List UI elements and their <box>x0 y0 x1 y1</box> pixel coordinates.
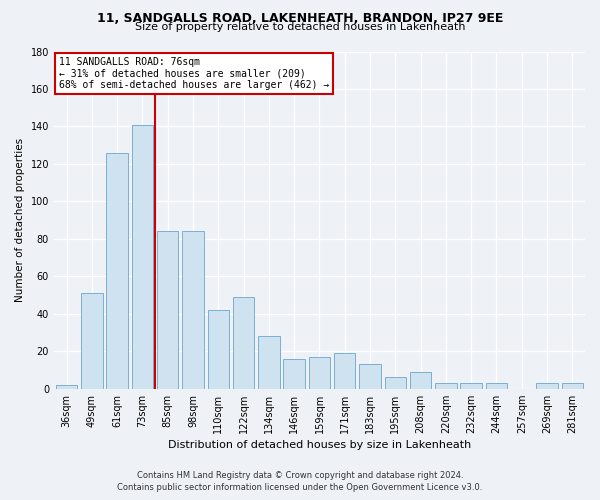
Bar <box>486 383 507 388</box>
Bar <box>208 310 229 388</box>
Bar <box>359 364 381 388</box>
Bar <box>106 152 128 388</box>
Bar <box>182 232 204 388</box>
Bar <box>410 372 431 388</box>
Y-axis label: Number of detached properties: Number of detached properties <box>15 138 25 302</box>
Bar <box>258 336 280 388</box>
Bar <box>385 378 406 388</box>
Bar <box>309 357 330 388</box>
Bar <box>157 232 178 388</box>
Text: 11, SANDGALLS ROAD, LAKENHEATH, BRANDON, IP27 9EE: 11, SANDGALLS ROAD, LAKENHEATH, BRANDON,… <box>97 12 503 26</box>
Bar <box>334 353 355 388</box>
Bar <box>131 124 153 388</box>
Text: 11 SANDGALLS ROAD: 76sqm
← 31% of detached houses are smaller (209)
68% of semi-: 11 SANDGALLS ROAD: 76sqm ← 31% of detach… <box>59 56 329 90</box>
Bar <box>435 383 457 388</box>
Bar <box>233 297 254 388</box>
Bar <box>562 383 583 388</box>
Text: Contains HM Land Registry data © Crown copyright and database right 2024.
Contai: Contains HM Land Registry data © Crown c… <box>118 471 482 492</box>
Bar <box>460 383 482 388</box>
Bar <box>56 385 77 388</box>
Bar <box>536 383 558 388</box>
Text: Size of property relative to detached houses in Lakenheath: Size of property relative to detached ho… <box>135 22 465 32</box>
X-axis label: Distribution of detached houses by size in Lakenheath: Distribution of detached houses by size … <box>168 440 471 450</box>
Bar <box>283 358 305 388</box>
Bar <box>81 293 103 388</box>
